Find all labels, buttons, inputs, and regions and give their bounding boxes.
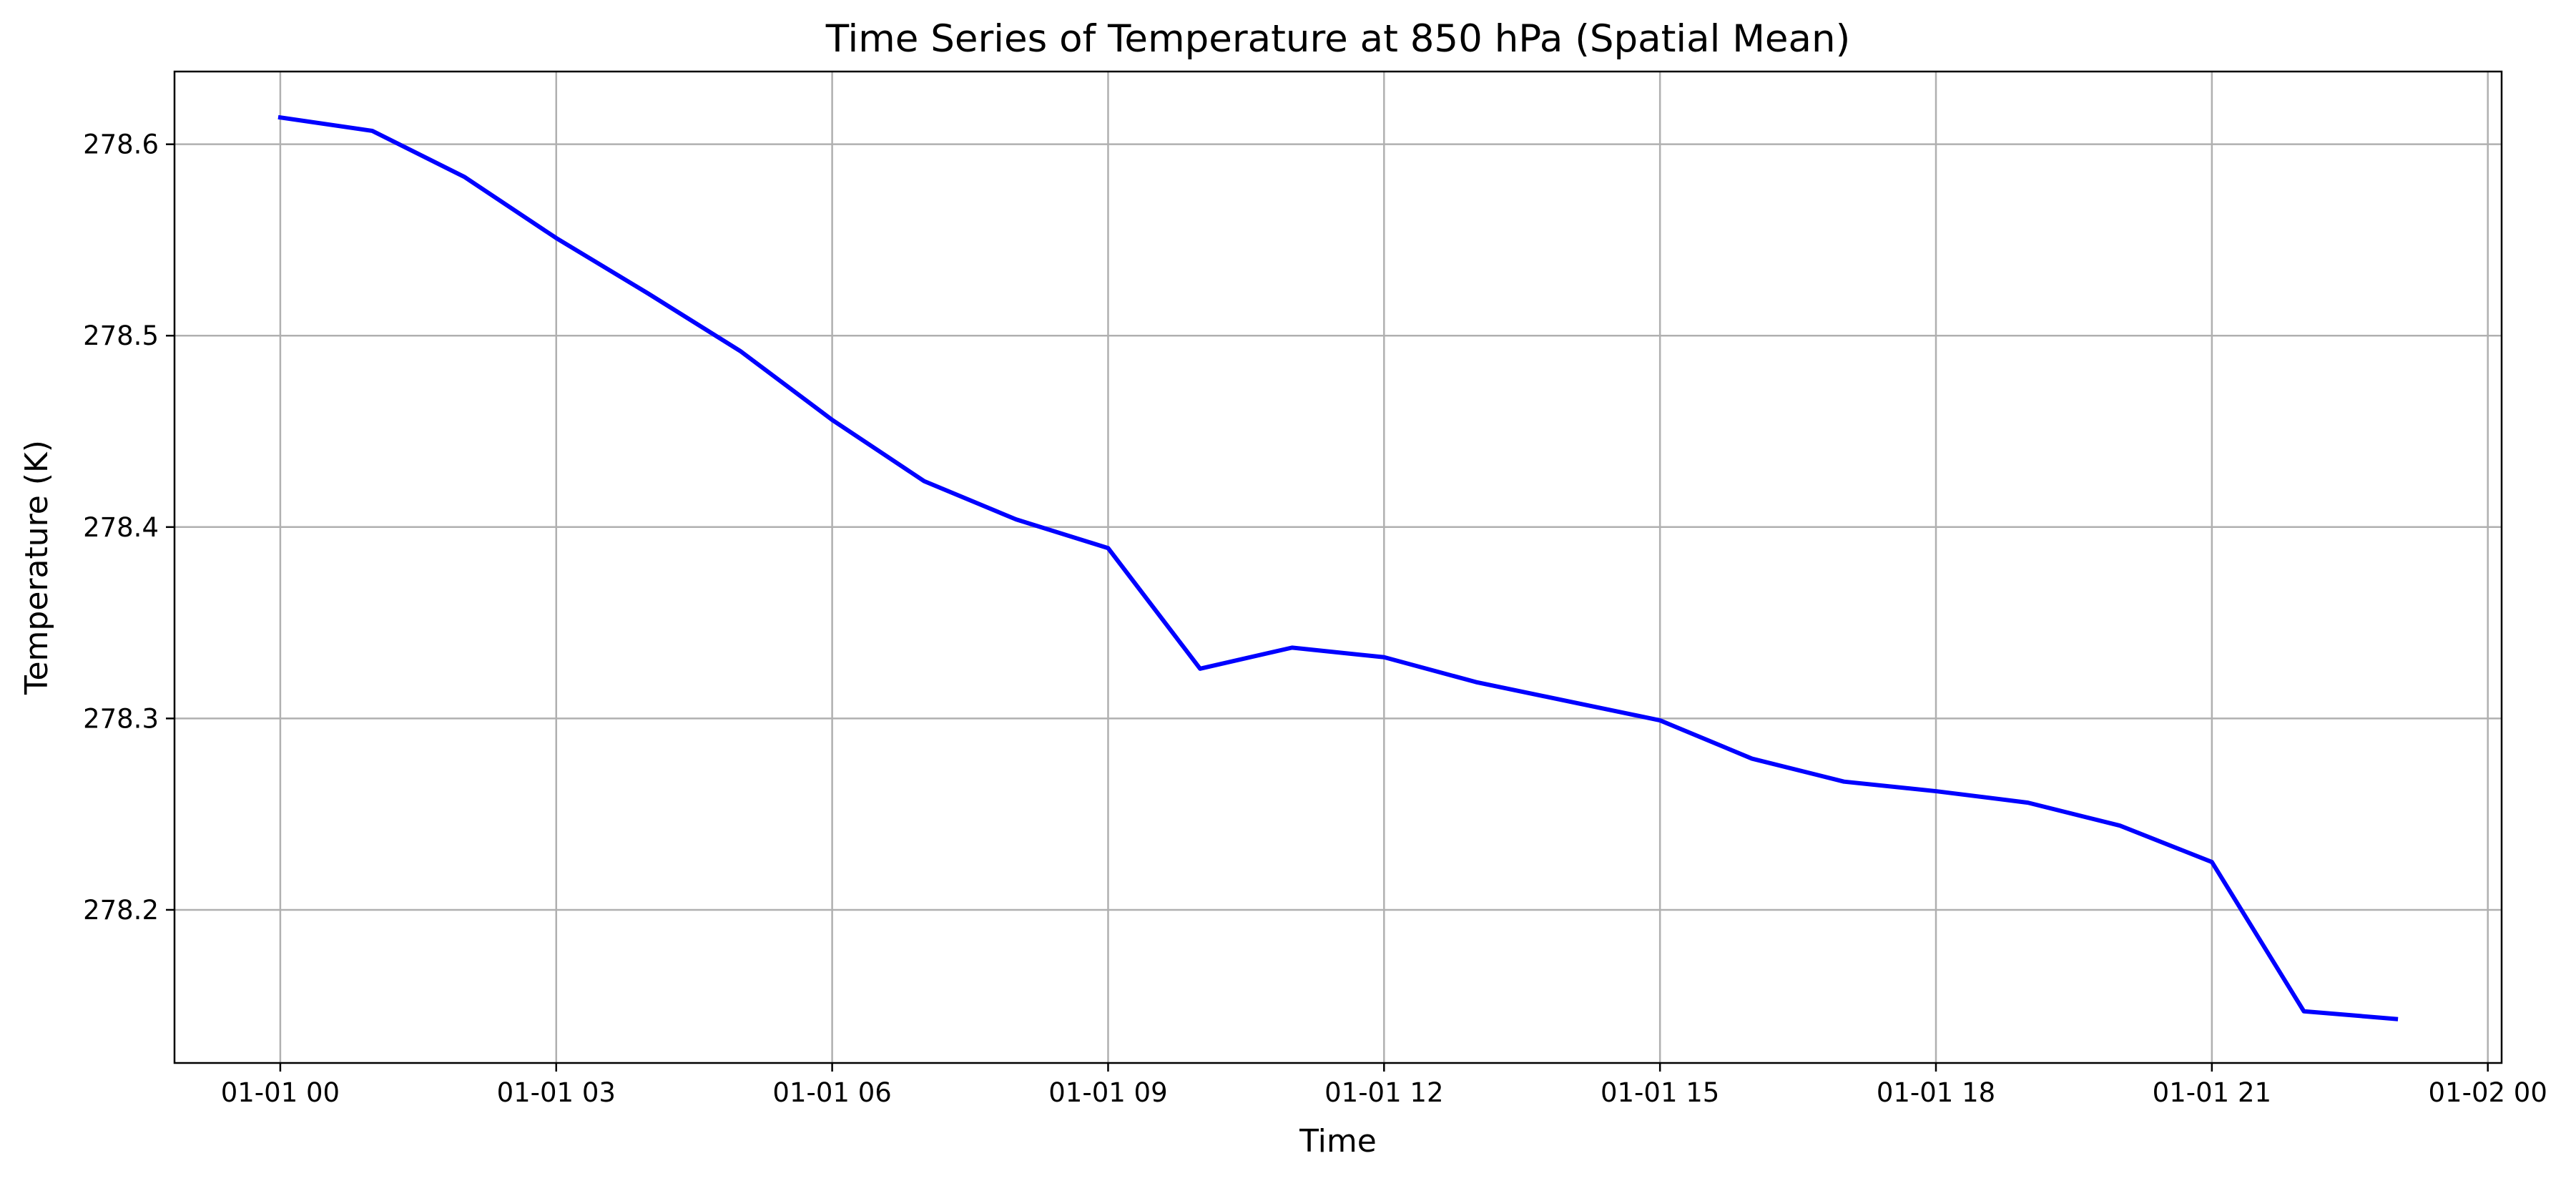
y-axis-ticks: 278.2 278.3 278.4 278.5 278.6 [83,129,174,926]
x-tick-label: 01-01 06 [772,1077,891,1108]
series-layer [277,114,2399,1021]
x-tick-label: 01-01 21 [2153,1077,2271,1108]
y-tick-label: 278.6 [83,129,159,160]
x-tick-label: 01-01 03 [497,1077,616,1108]
y-gridlines [174,143,2502,911]
x-tick-label: 01-01 18 [1877,1077,1995,1108]
series-line-0 [277,114,2399,1021]
x-tick-label: 01-01 12 [1324,1077,1443,1108]
x-axis-ticks: 01-01 00 01-01 03 01-01 06 01-01 09 01-01 12… [221,1063,2547,1108]
y-tick-label: 278.5 [83,320,159,351]
x-tick-label: 01-02 00 [2429,1077,2547,1108]
y-tick-label: 278.3 [83,703,159,734]
x-tick-label: 01-01 00 [221,1077,340,1108]
x-axis-label: Time [1299,1123,1377,1160]
y-axis-label: Temperature (K) [19,440,55,695]
x-tick-label: 01-01 15 [1601,1077,1719,1108]
chart-title: Time Series of Temperature at 850 hPa (S… [825,17,1851,61]
plot-frame [173,70,2503,1064]
y-tick-label: 278.2 [83,895,159,926]
x-tick-label: 01-01 09 [1048,1077,1167,1108]
y-tick-label: 278.4 [83,512,159,543]
